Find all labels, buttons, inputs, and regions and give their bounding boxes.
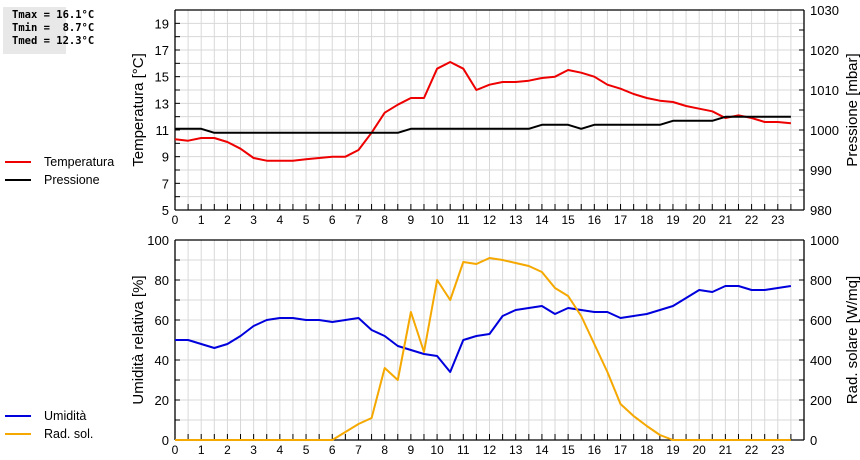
svg-text:19: 19	[155, 16, 169, 31]
svg-text:12: 12	[483, 213, 497, 227]
svg-text:Rad. solare [W/mq]: Rad. solare [W/mq]	[844, 276, 860, 404]
svg-text:21: 21	[719, 443, 733, 457]
svg-text:22: 22	[745, 213, 759, 227]
svg-text:400: 400	[810, 353, 832, 368]
svg-text:800: 800	[810, 273, 832, 288]
legend-item-umidita: Umidità	[5, 407, 93, 425]
svg-text:13: 13	[509, 213, 523, 227]
svg-text:200: 200	[810, 393, 832, 408]
legend-swatch-orange	[5, 433, 31, 435]
legend-swatch-black	[5, 179, 31, 181]
svg-text:8: 8	[381, 213, 388, 227]
humidity-radiation-chart: 0 1 2 3 4 5 6 7 8 9 10 11 12 13 14 15 16 17 18 19 20 21 22 2302…	[130, 233, 860, 457]
svg-text:21: 21	[719, 213, 733, 227]
svg-text:80: 80	[155, 273, 169, 288]
svg-text:7: 7	[355, 213, 362, 227]
svg-text:23: 23	[771, 443, 785, 457]
svg-text:1030: 1030	[810, 3, 839, 18]
svg-text:6: 6	[329, 443, 336, 457]
svg-text:13: 13	[509, 443, 523, 457]
svg-text:16: 16	[588, 213, 602, 227]
svg-text:4: 4	[276, 213, 283, 227]
svg-text:17: 17	[614, 443, 628, 457]
svg-text:1010: 1010	[810, 83, 839, 98]
svg-text:15: 15	[561, 213, 575, 227]
svg-text:3: 3	[250, 213, 257, 227]
svg-text:6: 6	[329, 213, 336, 227]
svg-text:20: 20	[692, 213, 706, 227]
svg-text:22: 22	[745, 443, 759, 457]
legend-swatch-blue	[5, 415, 31, 417]
svg-text:10: 10	[430, 443, 444, 457]
legend-label: Umidità	[44, 409, 87, 423]
svg-text:Pressione [mbar]: Pressione [mbar]	[844, 53, 860, 166]
svg-text:20: 20	[155, 393, 169, 408]
svg-text:990: 990	[810, 163, 832, 178]
svg-text:8: 8	[381, 443, 388, 457]
legend-top: Temperatura Pressione	[5, 153, 114, 189]
legend-label: Rad. sol.	[44, 427, 94, 441]
svg-text:11: 11	[457, 213, 470, 227]
legend-label: Pressione	[44, 173, 100, 187]
svg-text:40: 40	[155, 353, 169, 368]
svg-text:11: 11	[156, 123, 170, 138]
svg-text:23: 23	[771, 213, 785, 227]
svg-text:0: 0	[810, 433, 817, 448]
svg-text:16: 16	[588, 443, 602, 457]
legend-item-pressione: Pressione	[5, 171, 114, 189]
svg-text:20: 20	[692, 443, 706, 457]
svg-text:13: 13	[155, 96, 169, 111]
svg-text:19: 19	[666, 443, 680, 457]
svg-text:14: 14	[535, 213, 549, 227]
svg-text:5: 5	[303, 443, 310, 457]
svg-text:100: 100	[147, 233, 169, 248]
svg-text:11: 11	[457, 443, 470, 457]
svg-text:0: 0	[172, 443, 179, 457]
svg-text:17: 17	[614, 213, 628, 227]
svg-text:7: 7	[162, 176, 169, 191]
svg-text:18: 18	[640, 443, 654, 457]
svg-text:1000: 1000	[810, 123, 839, 138]
legend-label: Temperatura	[44, 155, 115, 169]
svg-text:15: 15	[155, 70, 169, 85]
svg-text:0: 0	[162, 433, 169, 448]
svg-text:4: 4	[276, 443, 283, 457]
svg-text:Temperatura [°C]: Temperatura [°C]	[130, 53, 147, 167]
svg-text:0: 0	[172, 213, 179, 227]
svg-text:9: 9	[408, 443, 415, 457]
svg-text:3: 3	[250, 443, 257, 457]
svg-text:7: 7	[355, 443, 362, 457]
svg-text:2: 2	[224, 443, 231, 457]
svg-text:9: 9	[408, 213, 415, 227]
svg-text:980: 980	[810, 203, 832, 218]
svg-text:1: 1	[198, 213, 205, 227]
svg-text:1020: 1020	[810, 43, 839, 58]
svg-text:9: 9	[162, 150, 169, 165]
legend-item-temperatura: Temperatura	[5, 153, 114, 171]
svg-text:5: 5	[303, 213, 310, 227]
legend-bottom: Umidità Rad. sol.	[5, 407, 93, 443]
svg-text:600: 600	[810, 313, 832, 328]
svg-text:15: 15	[561, 443, 575, 457]
svg-text:17: 17	[155, 43, 169, 58]
svg-text:60: 60	[155, 313, 169, 328]
legend-swatch-red	[5, 161, 31, 163]
svg-text:Umidità relativa [%]: Umidità relativa [%]	[130, 275, 147, 404]
svg-text:19: 19	[666, 213, 680, 227]
legend-item-rad-sol: Rad. sol.	[5, 425, 93, 443]
svg-text:10: 10	[430, 213, 444, 227]
svg-text:18: 18	[640, 213, 654, 227]
svg-text:1: 1	[198, 443, 205, 457]
temperature-pressure-chart: 0 1 2 3 4 5 6 7 8 9 10 11 12 13 14 15 16 17 18 19 20 21 22 2357…	[130, 3, 860, 227]
svg-text:1000: 1000	[810, 233, 839, 248]
svg-text:2: 2	[224, 213, 231, 227]
svg-text:12: 12	[483, 443, 497, 457]
svg-text:14: 14	[535, 443, 549, 457]
svg-text:5: 5	[162, 203, 169, 218]
